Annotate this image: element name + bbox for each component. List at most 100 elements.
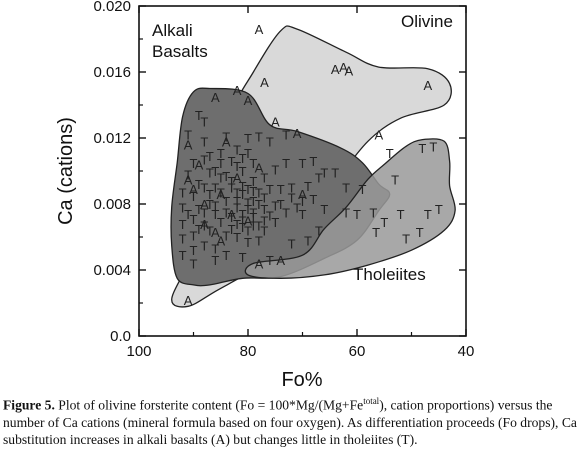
x-tick-label-2: 60: [349, 343, 366, 360]
point-t-37: T: [255, 219, 263, 234]
point-t-108: T: [244, 224, 252, 239]
y-axis-title: Ca (cations): [55, 117, 77, 225]
point-t-76: T: [217, 156, 225, 171]
point-t-32: T: [239, 250, 247, 265]
x-axis-title: Fo%: [281, 369, 322, 390]
point-t-15: T: [397, 207, 405, 222]
point-t-10: T: [331, 166, 339, 181]
point-a-12: A: [184, 172, 193, 187]
point-t-47: T: [228, 181, 236, 196]
point-t-105: T: [184, 207, 192, 222]
point-t-26: T: [342, 205, 350, 220]
point-t-23: T: [416, 225, 424, 240]
point-t-36: T: [211, 253, 219, 268]
point-t-46: T: [239, 179, 247, 194]
point-t-44: T: [282, 156, 290, 171]
point-t-58: T: [206, 224, 214, 239]
point-a-13: A: [189, 182, 198, 197]
point-t-3: T: [244, 131, 252, 146]
point-t-129: T: [249, 194, 257, 209]
point-t-110: T: [266, 209, 274, 224]
region-label-alkali-line1: Alkali: [152, 21, 193, 40]
point-t-85: T: [233, 230, 241, 245]
point-t-30: T: [288, 237, 296, 252]
caption-text-2: ), cation proportions) versus the number…: [3, 397, 577, 447]
axis-tick-labels: 100 80 60 40 0.0 0.004 0.008 0.012 0.016 0.020: [93, 0, 474, 360]
region-label-tholeiites: Tholeiites: [353, 265, 426, 284]
point-a-29: A: [216, 233, 225, 248]
point-a-5: A: [423, 78, 432, 93]
point-t-21: T: [424, 207, 432, 222]
point-t-50: T: [195, 177, 203, 192]
point-t-14: T: [380, 215, 388, 230]
point-t-33: T: [222, 248, 230, 263]
point-a-20: A: [293, 126, 302, 141]
point-t-121: T: [217, 146, 225, 161]
point-t-12: T: [359, 182, 367, 197]
point-t-40: T: [293, 200, 301, 215]
point-t-1: T: [200, 115, 208, 130]
point-t-78: T: [190, 156, 198, 171]
point-t-120: T: [206, 149, 214, 164]
point-a-15: A: [200, 197, 209, 212]
point-t-65: T: [233, 194, 241, 209]
point-t-11: T: [342, 181, 350, 196]
point-t-101: T: [206, 197, 214, 212]
point-t-93: T: [255, 197, 263, 212]
point-t-103: T: [200, 181, 208, 196]
point-t-64: T: [244, 202, 252, 217]
point-t-100: T: [195, 202, 203, 217]
point-t-49: T: [206, 166, 214, 181]
point-t-99: T: [190, 212, 198, 227]
point-t-74: T: [233, 143, 241, 158]
point-t-102: T: [211, 181, 219, 196]
x-tick-label-3: 40: [458, 343, 475, 360]
point-t-70: T: [228, 174, 236, 189]
point-t-57: T: [200, 219, 208, 234]
point-t-96: T: [222, 205, 230, 220]
point-t-51: T: [184, 167, 192, 182]
point-a-2: A: [260, 75, 269, 90]
point-a-1: A: [331, 62, 340, 77]
point-t-0: T: [195, 108, 203, 123]
point-t-97: T: [211, 207, 219, 222]
point-a-23: A: [211, 225, 220, 240]
point-t-38: T: [271, 199, 279, 214]
point-t-111: T: [277, 197, 285, 212]
point-t-41: T: [299, 207, 307, 222]
point-t-79: T: [260, 191, 268, 206]
point-t-59: T: [217, 215, 225, 230]
point-t-71: T: [239, 164, 247, 179]
point-t-83: T: [255, 233, 263, 248]
region-label-alkali-line2: Basalts: [152, 42, 208, 61]
point-t-62: T: [239, 220, 247, 235]
point-t-68: T: [206, 187, 214, 202]
point-t-92: T: [244, 195, 252, 210]
point-a-16: A: [227, 207, 236, 222]
point-a-0: A: [255, 22, 264, 37]
point-t-18: T: [418, 141, 426, 156]
point-t-17: T: [391, 172, 399, 187]
point-t-24: T: [372, 225, 380, 240]
point-t-112: T: [288, 191, 296, 206]
point-t-130: T: [233, 200, 241, 215]
point-a-9: A: [374, 128, 383, 143]
caption-superscript: total: [363, 396, 380, 406]
point-t-35: T: [190, 257, 198, 272]
point-t-2: T: [222, 129, 230, 144]
y-tick-label-1: 0.004: [93, 262, 131, 279]
point-t-82: T: [271, 215, 279, 230]
point-t-88: T: [200, 238, 208, 253]
point-a-8: A: [244, 93, 253, 108]
point-t-84: T: [244, 235, 252, 250]
point-t-66: T: [222, 194, 230, 209]
point-t-16: T: [386, 146, 394, 161]
point-t-109: T: [260, 224, 268, 239]
point-t-107: T: [228, 222, 236, 237]
point-t-86: T: [222, 228, 230, 243]
point-t-19: T: [429, 139, 437, 154]
point-t-28: T: [315, 224, 323, 239]
point-t-63: T: [249, 210, 257, 225]
point-t-77: T: [200, 153, 208, 168]
point-t-53: T: [179, 200, 187, 215]
